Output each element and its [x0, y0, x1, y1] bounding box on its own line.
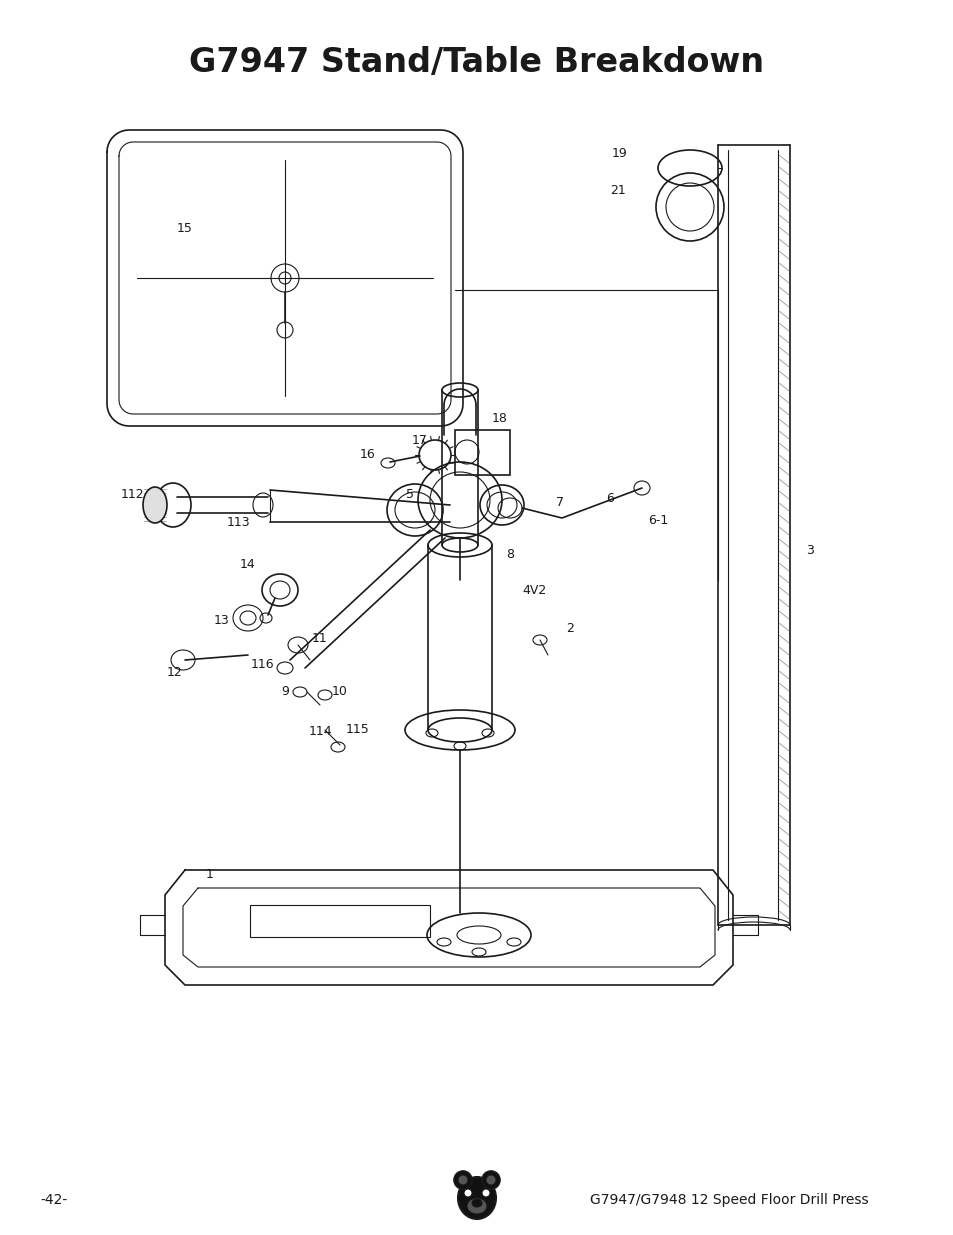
Ellipse shape — [454, 1171, 472, 1189]
Text: 7: 7 — [556, 496, 563, 510]
Text: -42-: -42- — [40, 1193, 67, 1207]
Text: G7947 Stand/Table Breakdown: G7947 Stand/Table Breakdown — [190, 46, 763, 79]
Text: 4V2: 4V2 — [522, 583, 547, 597]
Ellipse shape — [143, 487, 167, 522]
Text: 114: 114 — [308, 725, 332, 739]
Text: 113: 113 — [226, 515, 250, 529]
Ellipse shape — [472, 1199, 481, 1207]
Text: 16: 16 — [359, 448, 375, 462]
Text: 18: 18 — [492, 411, 507, 425]
Bar — [250, 905, 430, 937]
Ellipse shape — [481, 1171, 499, 1189]
Text: 17: 17 — [412, 433, 428, 447]
Text: 2: 2 — [565, 621, 574, 635]
Text: 116: 116 — [250, 658, 274, 672]
Ellipse shape — [467, 1198, 486, 1214]
Text: 8: 8 — [505, 548, 514, 562]
Text: 115: 115 — [346, 724, 370, 736]
Text: 12: 12 — [167, 667, 183, 679]
Ellipse shape — [457, 1177, 496, 1219]
Text: 19: 19 — [612, 147, 627, 159]
Ellipse shape — [481, 1189, 490, 1197]
Text: 13: 13 — [213, 614, 230, 626]
Text: 112: 112 — [120, 489, 144, 501]
Text: 14: 14 — [240, 558, 255, 572]
Text: 9: 9 — [281, 685, 289, 699]
Text: 3: 3 — [805, 543, 813, 557]
Text: 6: 6 — [605, 492, 614, 505]
Text: 21: 21 — [610, 184, 625, 196]
Ellipse shape — [485, 1174, 496, 1186]
Ellipse shape — [463, 1189, 472, 1197]
Ellipse shape — [457, 1174, 468, 1186]
Text: 5: 5 — [406, 489, 414, 501]
Bar — [455, 430, 510, 475]
Text: 11: 11 — [312, 631, 328, 645]
Text: 15: 15 — [177, 221, 193, 235]
Text: G7947/G7948 12 Speed Floor Drill Press: G7947/G7948 12 Speed Floor Drill Press — [589, 1193, 868, 1207]
Text: 1: 1 — [206, 868, 213, 882]
Text: 6-1: 6-1 — [647, 514, 667, 526]
Text: 10: 10 — [332, 685, 348, 699]
